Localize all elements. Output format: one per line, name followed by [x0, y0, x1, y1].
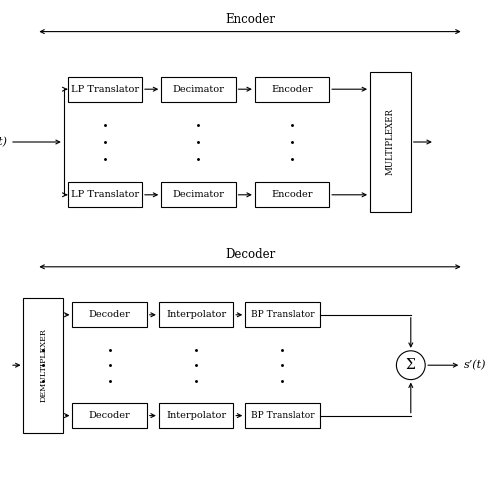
Text: LP Translator: LP Translator — [70, 84, 139, 94]
Text: LP Translator: LP Translator — [70, 190, 139, 200]
Text: Encoder: Encoder — [271, 84, 313, 94]
Bar — [245, 302, 320, 328]
Text: MULTIPLEXER: MULTIPLEXER — [386, 108, 395, 176]
Bar — [245, 403, 320, 428]
Bar — [159, 302, 233, 328]
Bar — [72, 302, 147, 328]
Bar — [24, 298, 63, 433]
Text: Encoder: Encoder — [271, 190, 313, 200]
Bar — [161, 76, 236, 102]
Text: Decoder: Decoder — [88, 411, 130, 420]
Text: DEMULTIPLEXER: DEMULTIPLEXER — [39, 328, 47, 402]
Bar — [255, 182, 329, 208]
Text: Encoder: Encoder — [225, 13, 275, 26]
Bar — [161, 182, 236, 208]
Text: Decimator: Decimator — [172, 190, 225, 200]
Text: BP Translator: BP Translator — [250, 411, 314, 420]
Text: Interpolator: Interpolator — [166, 310, 226, 320]
Bar — [72, 403, 147, 428]
Bar — [255, 76, 329, 102]
Text: Decimator: Decimator — [172, 84, 225, 94]
Text: Decoder: Decoder — [225, 248, 275, 261]
Text: s(t): s(t) — [0, 137, 8, 147]
Text: Interpolator: Interpolator — [166, 411, 226, 420]
Text: Σ: Σ — [406, 358, 415, 372]
Bar — [68, 76, 142, 102]
Text: s’(t): s’(t) — [464, 360, 486, 370]
Text: Decoder: Decoder — [88, 310, 130, 320]
Bar — [370, 72, 411, 212]
Bar — [159, 403, 233, 428]
Bar — [68, 182, 142, 208]
Text: BP Translator: BP Translator — [250, 310, 314, 320]
